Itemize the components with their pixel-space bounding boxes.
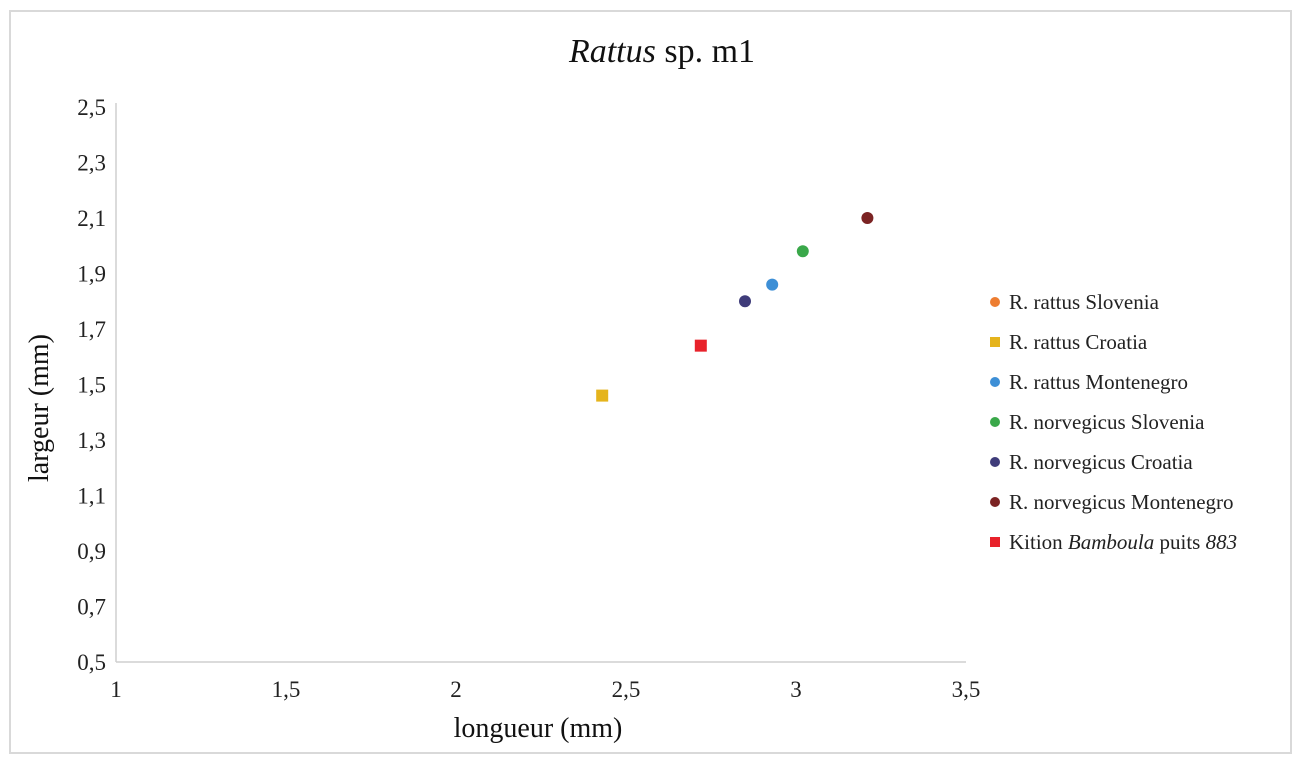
y-tick-label: 1,3 xyxy=(77,428,106,453)
legend-label: R. rattus Montenegro xyxy=(1009,370,1188,394)
x-tick-label: 2 xyxy=(450,677,462,702)
data-point xyxy=(694,339,707,352)
legend-marker xyxy=(990,337,1000,347)
chart-title: Rattus sp. m1 xyxy=(568,33,755,70)
legend-marker xyxy=(990,537,1000,547)
legend: R. rattus Slovenia R. rattus Croatia R. ra… xyxy=(990,290,1237,554)
y-tick-label: 2,3 xyxy=(77,151,106,176)
legend-marker xyxy=(990,297,1000,307)
data-point xyxy=(796,245,809,258)
legend-label: R. norvegicus Slovenia xyxy=(1009,410,1205,434)
y-tick-label: 1,5 xyxy=(77,373,106,398)
legend-marker xyxy=(990,497,1000,507)
y-tick-label: 1,7 xyxy=(77,317,106,342)
legend-marker xyxy=(990,377,1000,387)
legend-item: R. rattus Slovenia xyxy=(990,290,1160,314)
x-tick-label: 1 xyxy=(110,677,122,702)
y-axis-ticks: 0,5 0,7 0,9 1,1 1,3 1,5 1,7 1,9 2,1 2,3 2,5 xyxy=(77,95,106,675)
y-tick-label: 1,1 xyxy=(77,484,106,509)
data-point xyxy=(596,389,609,402)
x-axis-ticks: 1 1,5 2 2,5 3 3,5 xyxy=(110,677,980,702)
x-axis-title: longueur (mm) xyxy=(454,713,623,744)
legend-marker xyxy=(990,417,1000,427)
data-point xyxy=(861,212,874,224)
legend-item: R. rattus Montenegro xyxy=(990,370,1188,394)
y-tick-label: 2,5 xyxy=(77,95,106,120)
legend-label: R. norvegicus Montenegro xyxy=(1009,490,1234,514)
y-tick-label: 2,1 xyxy=(77,206,106,231)
y-axis-title: largeur (mm) xyxy=(24,334,55,482)
y-tick-label: 0,9 xyxy=(77,539,106,564)
data-point xyxy=(766,278,779,291)
chart-frame xyxy=(9,10,1292,754)
legend-item: R. rattus Croatia xyxy=(990,330,1148,354)
y-tick-label: 0,5 xyxy=(77,650,106,675)
x-tick-label: 2,5 xyxy=(612,677,641,702)
legend-marker xyxy=(990,457,1000,467)
data-points xyxy=(596,212,874,402)
legend-item: R. norvegicus Croatia xyxy=(990,450,1193,474)
x-tick-label: 3 xyxy=(790,677,802,702)
x-tick-label: 1,5 xyxy=(272,677,301,702)
legend-label: R. norvegicus Croatia xyxy=(1009,450,1193,474)
legend-label: R. rattus Slovenia xyxy=(1009,290,1160,314)
legend-label: Kition Bamboula puits 883 xyxy=(1009,530,1237,554)
y-tick-label: 0,7 xyxy=(77,595,106,620)
legend-item: Kition Bamboula puits 883 xyxy=(990,530,1237,554)
legend-item: R. norvegicus Slovenia xyxy=(990,410,1205,434)
data-point xyxy=(739,295,751,308)
x-tick-label: 3,5 xyxy=(952,677,981,702)
axes xyxy=(115,103,966,663)
legend-item: R. norvegicus Montenegro xyxy=(990,490,1234,514)
y-tick-label: 1,9 xyxy=(77,262,106,287)
legend-label: R. rattus Croatia xyxy=(1009,330,1148,354)
